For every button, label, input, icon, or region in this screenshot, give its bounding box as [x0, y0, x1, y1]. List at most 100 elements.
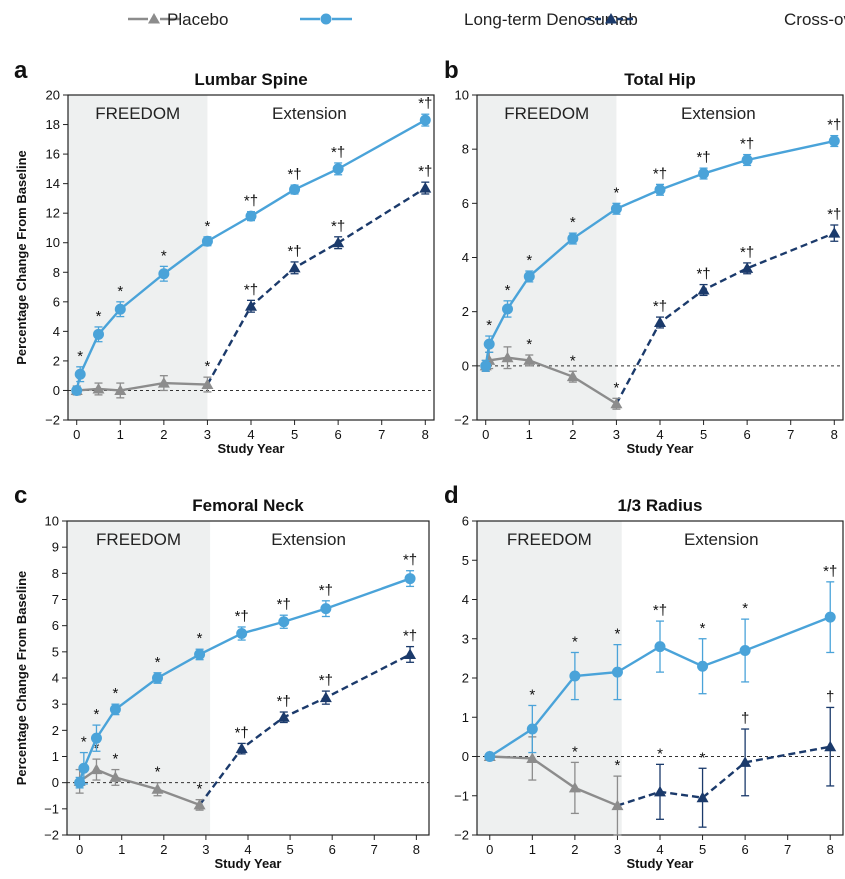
- data-point: [567, 233, 579, 245]
- legend-label: Long-term Denosumab: [464, 10, 638, 29]
- significance-label: *: [112, 685, 118, 702]
- y-tick-label: −1: [44, 801, 59, 816]
- legend-item: Placebo: [128, 10, 228, 29]
- extension-label: Extension: [271, 530, 346, 549]
- significance-label: *: [197, 781, 203, 798]
- series-line: [484, 139, 835, 367]
- freedom-region: [477, 95, 617, 420]
- significance-label: *: [526, 336, 532, 353]
- panel-title: Total Hip: [624, 70, 695, 89]
- data-point: [484, 751, 496, 762]
- x-tick-label: 0: [482, 427, 489, 442]
- data-point: [236, 628, 248, 640]
- y-tick-label: 18: [46, 117, 60, 132]
- x-tick-label: 7: [784, 842, 791, 857]
- data-point: [404, 573, 416, 585]
- y-tick-label: 0: [53, 383, 60, 398]
- significance-label: *†: [653, 602, 667, 619]
- significance-label: *†: [418, 95, 432, 112]
- series-line: [489, 755, 618, 807]
- y-tick-label: 10: [45, 514, 59, 529]
- y-tick-label: 6: [52, 618, 59, 633]
- series-placebo: *: [70, 358, 214, 399]
- y-tick-label: 6: [462, 196, 469, 211]
- data-point: [151, 783, 164, 794]
- data-point: [74, 368, 86, 380]
- significance-label: *†: [418, 163, 432, 180]
- x-tick-label: 6: [329, 842, 336, 857]
- data-point: [526, 723, 538, 735]
- significance-label: *: [529, 686, 535, 703]
- x-tick-label: 8: [831, 427, 838, 442]
- data-point: [523, 270, 535, 282]
- y-tick-label: 1: [462, 710, 469, 725]
- significance-label: *: [570, 214, 576, 231]
- significance-label: *: [112, 751, 118, 768]
- data-point: [654, 316, 666, 327]
- series-cross-over: * * † †: [617, 688, 837, 828]
- y-tick-label: 10: [46, 235, 60, 250]
- y-tick-label: 10: [455, 88, 469, 103]
- significance-label: *: [505, 282, 511, 299]
- significance-label: *†: [277, 596, 291, 613]
- x-tick-label: 1: [118, 842, 125, 857]
- x-tick-label: 7: [378, 427, 385, 442]
- significance-label: *: [197, 630, 203, 647]
- data-point: [824, 611, 836, 623]
- y-tick-label: −2: [454, 413, 469, 428]
- freedom-label: FREEDOM: [96, 530, 181, 549]
- significance-label: *†: [823, 563, 837, 580]
- x-tick-label: 8: [827, 842, 834, 857]
- series-line: [206, 187, 426, 386]
- data-point: [92, 382, 105, 394]
- x-tick-label: 4: [656, 427, 663, 442]
- y-tick-label: 0: [52, 775, 59, 790]
- significance-label: *†: [696, 266, 710, 283]
- legend-marker: [148, 13, 160, 24]
- x-tick-label: 4: [247, 427, 254, 442]
- y-tick-label: 8: [462, 142, 469, 157]
- series-line: [78, 577, 411, 784]
- data-point: [109, 703, 121, 715]
- series-cross-over: *† *† *† *†: [198, 628, 417, 806]
- panel-c: FREEDOM Extension −2 −1 0 1 2 3 4 5 6 7 8 9 10 0 1 2 3 4 5 6 7…: [14, 482, 430, 871]
- y-tick-label: 16: [46, 147, 60, 162]
- y-tick-label: 14: [46, 176, 60, 191]
- significance-label: *†: [287, 243, 301, 260]
- y-tick-label: 0: [462, 358, 469, 373]
- y-tick-label: 1: [52, 749, 59, 764]
- x-tick-label: 4: [244, 842, 251, 857]
- significance-label: †: [826, 688, 834, 705]
- panel-letter: d: [444, 482, 459, 509]
- data-point: [90, 732, 102, 744]
- x-tick-label: 1: [526, 427, 533, 442]
- x-tick-label: 6: [744, 427, 751, 442]
- panel-letter: c: [14, 482, 27, 509]
- data-point: [824, 740, 837, 752]
- series-long-term: * * * * * *† *† *† *†: [480, 117, 841, 372]
- y-tick-label: 2: [52, 723, 59, 738]
- x-tick-label: 8: [422, 427, 429, 442]
- freedom-label: FREEDOM: [504, 104, 589, 123]
- y-tick-label: 2: [462, 671, 469, 686]
- y-tick-label: 4: [462, 592, 469, 607]
- significance-label: *: [614, 379, 620, 396]
- data-point: [566, 370, 579, 382]
- x-tick-label: 6: [335, 427, 342, 442]
- panel-letter: a: [14, 57, 28, 84]
- x-tick-label: 5: [700, 427, 707, 442]
- x-tick-label: 3: [613, 427, 620, 442]
- data-point: [114, 303, 126, 315]
- significance-label: *†: [331, 218, 345, 235]
- x-tick-label: 5: [699, 842, 706, 857]
- significance-label: *†: [403, 552, 417, 569]
- data-point: [278, 616, 290, 628]
- data-point: [483, 338, 495, 350]
- extension-label: Extension: [681, 104, 756, 123]
- significance-label: *†: [403, 628, 417, 645]
- data-point: [569, 670, 581, 682]
- series-line: [615, 232, 835, 405]
- legend-marker: [605, 13, 617, 24]
- x-tick-label: 0: [73, 427, 80, 442]
